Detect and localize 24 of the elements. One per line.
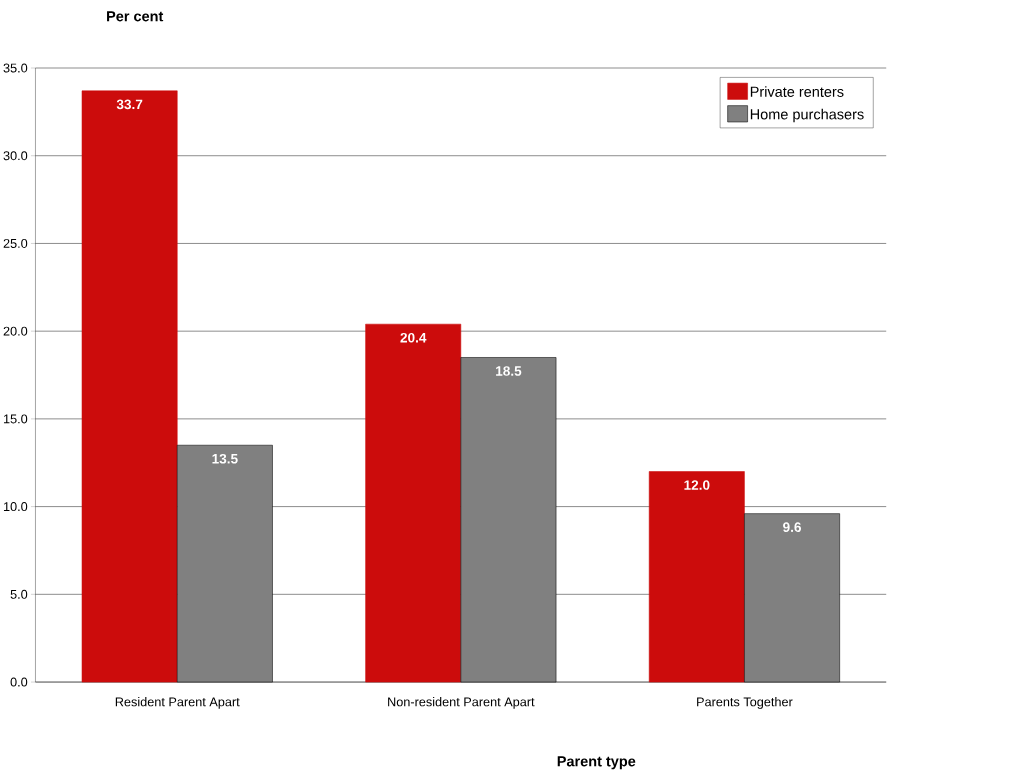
y-tick-label: 10.0	[3, 501, 28, 511]
y-tick-label: 0.0	[10, 677, 28, 687]
y-tick-label: 5.0	[10, 589, 28, 599]
data-label: 20.4	[400, 332, 427, 343]
data-label: 33.7	[116, 99, 143, 109]
y-tick-label: 25.0	[3, 238, 28, 248]
data-label: 13.5	[212, 453, 238, 464]
bar	[648, 471, 745, 683]
bar	[365, 323, 462, 683]
bar	[81, 90, 178, 683]
y-tick-label: 20.0	[3, 326, 28, 336]
y-axis-title: Per cent	[107, 11, 164, 22]
data-label: 9.6	[783, 522, 802, 532]
x-tick-label: Non-resident Parent Apart	[388, 696, 535, 709]
legend-label: Home purchasers	[750, 108, 864, 123]
y-tick-label: 30.0	[3, 150, 28, 160]
y-tick-label: 15.0	[3, 414, 28, 424]
y-tick-label: 35.0	[3, 63, 28, 73]
legend-label: Private renters	[750, 86, 844, 97]
x-tick-label: Resident Parent Apart	[115, 696, 240, 709]
data-label: 18.5	[496, 365, 522, 376]
x-axis-title: Parent type	[557, 756, 636, 770]
data-label: 12.0	[684, 480, 710, 490]
x-tick-label: Parents Together	[697, 696, 793, 709]
